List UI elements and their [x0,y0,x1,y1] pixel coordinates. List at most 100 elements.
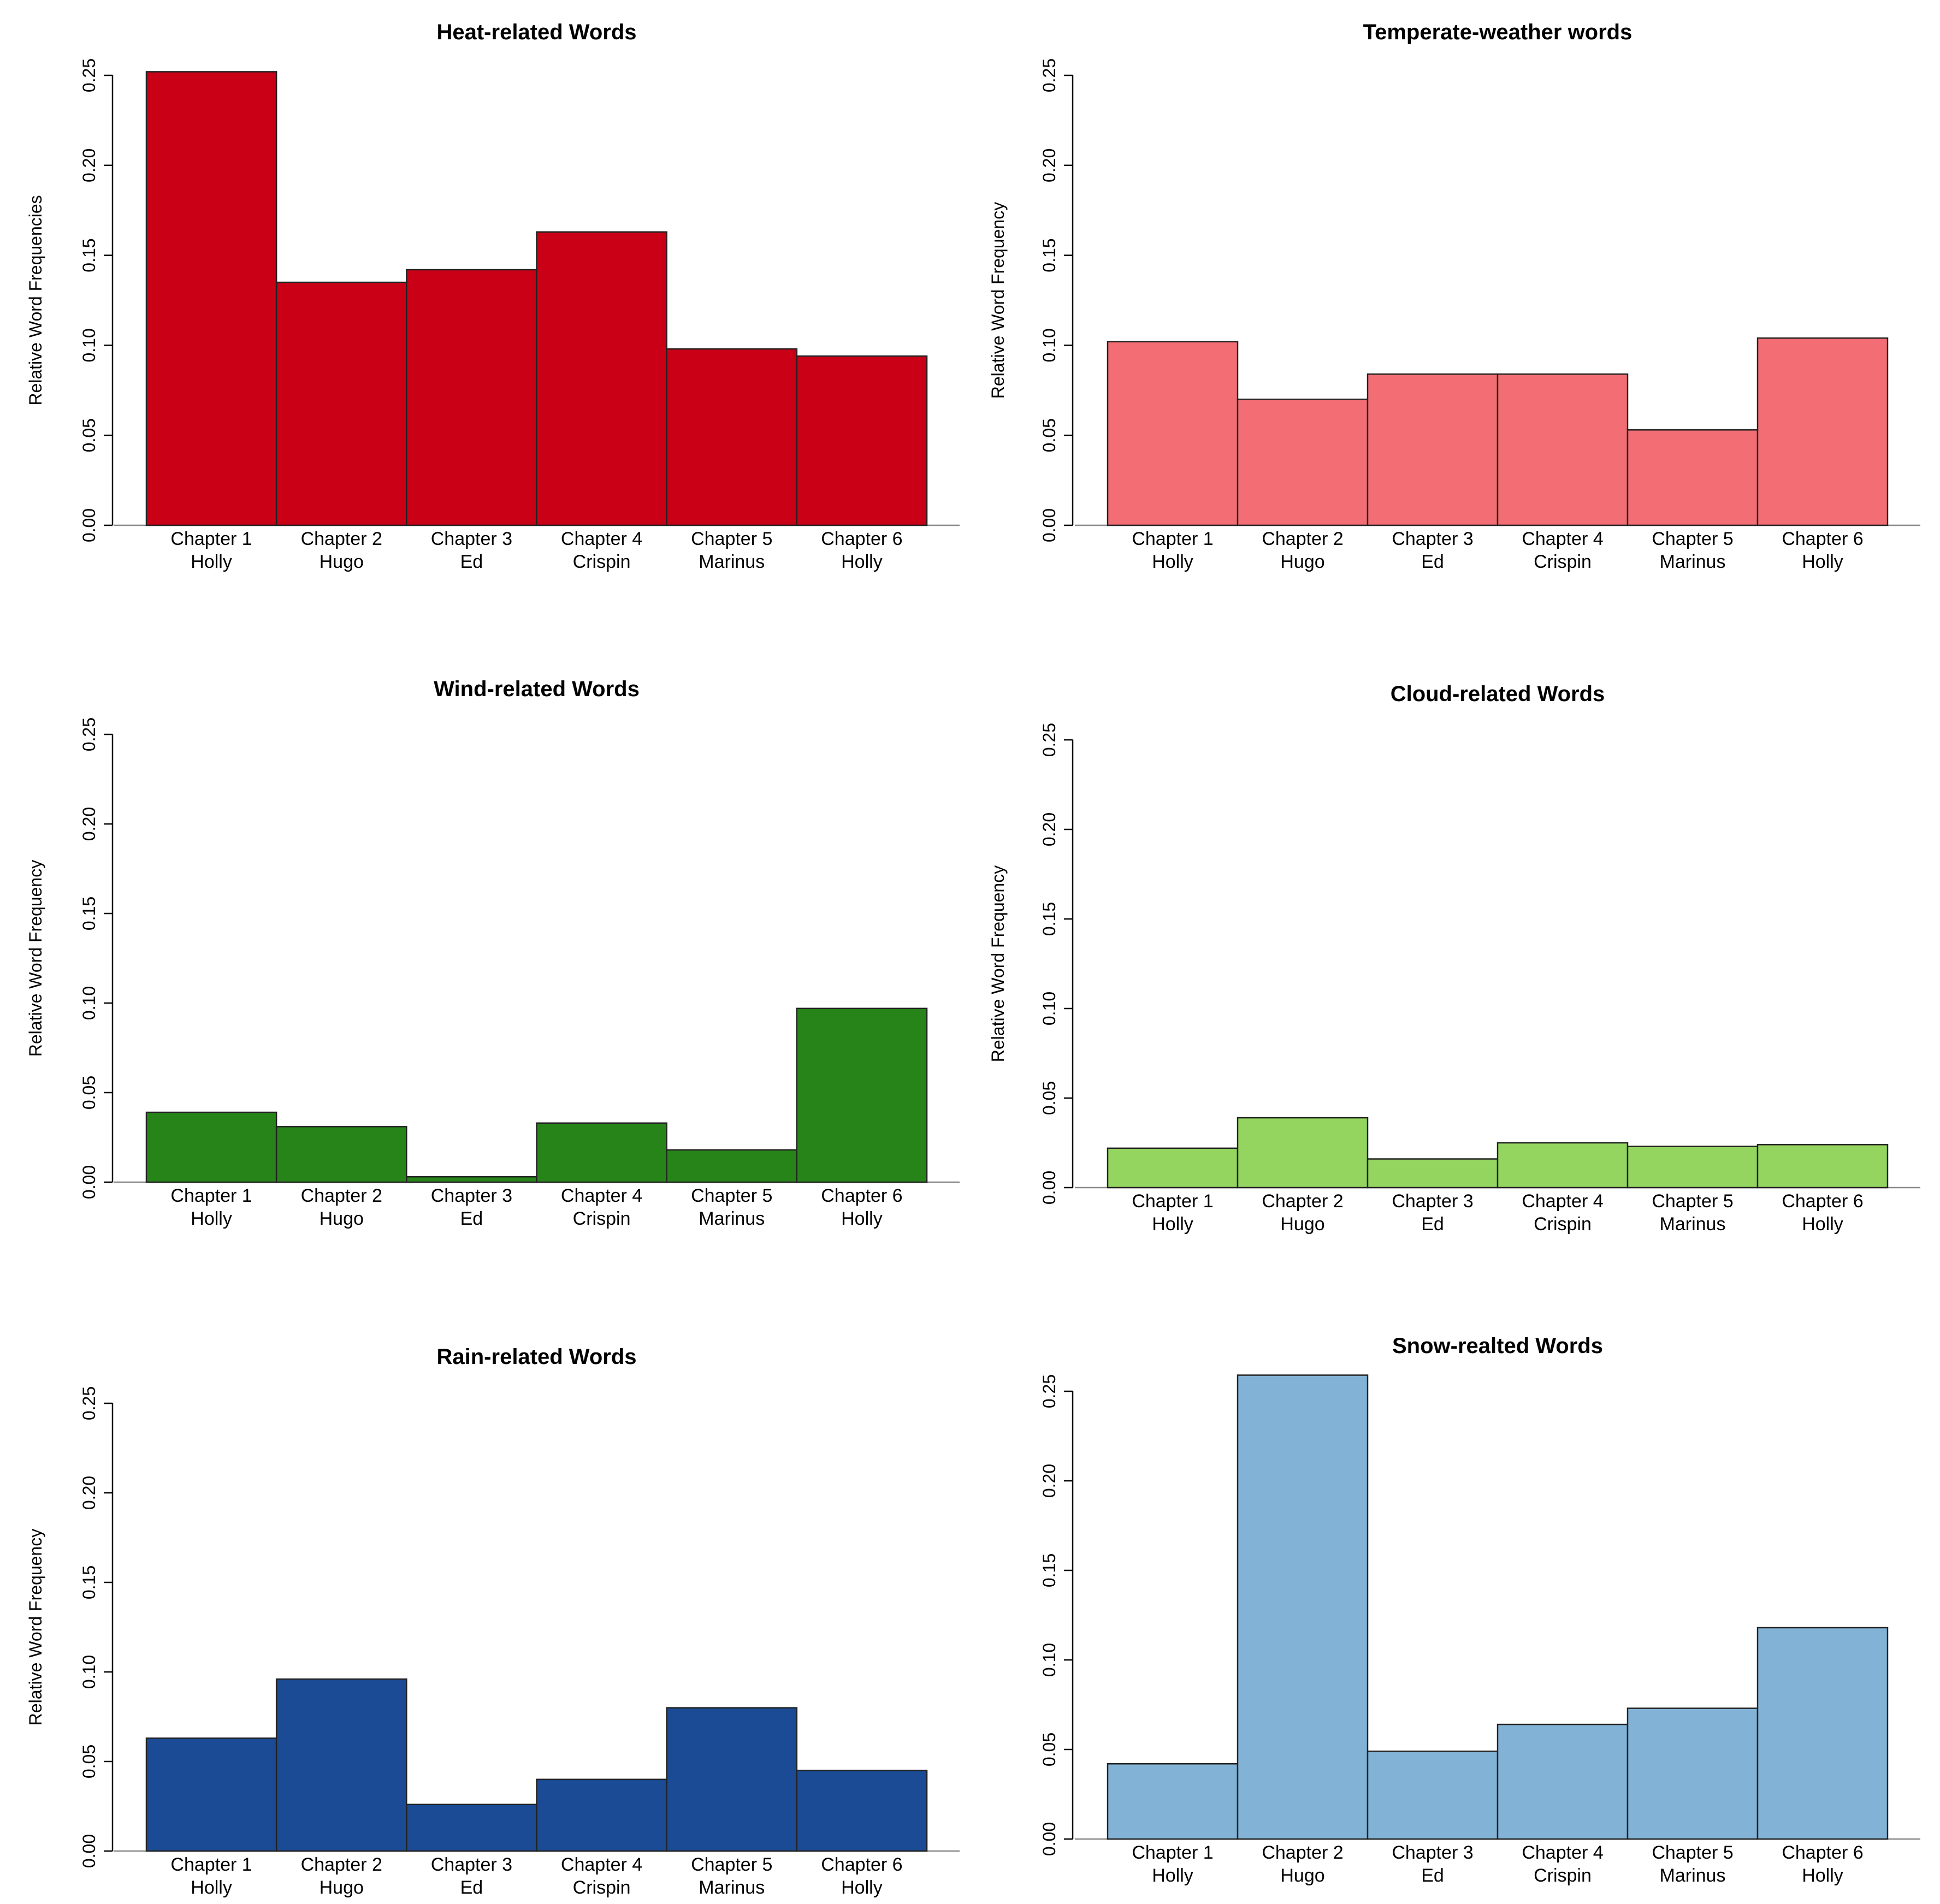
chart-title: Wind-related Words [434,677,640,701]
bar-3 [406,269,537,526]
y-tick-label: 0.25 [1039,1374,1059,1408]
bar-5 [1626,1146,1759,1189]
x-tick-label: Chapter 4 [1522,1191,1603,1212]
y-axis-label: Relative Word Frequency [988,865,1008,1062]
bar-1 [145,71,277,526]
chart-panel-1: Heat-related Words 0.00 0.05 0.10 0.15 0.20 0.… [26,20,960,572]
x-tick-label: Chapter 5 [691,1854,772,1875]
bar-2 [1237,399,1369,526]
x-tick-label: Chapter 5 [1652,1191,1733,1212]
x-tick-label: Holly [1802,1865,1843,1886]
x-tick-label: Chapter 4 [1522,1842,1603,1863]
y-tick-label: 0.05 [1039,1081,1059,1115]
y-tick-label: 0.10 [79,1655,99,1689]
y-tick-label: 0.10 [79,986,99,1020]
y-tick-label: 0.05 [79,1076,99,1110]
x-tick-label: Chapter 4 [561,529,642,549]
y-tick-label: 0.25 [79,717,99,751]
y-tick-label: 0.05 [1039,418,1059,452]
y-tick-label: 0.05 [79,418,99,452]
x-tick-label: Holly [841,1208,883,1229]
x-tick-label: Holly [841,551,883,572]
x-tick-label: Chapter 5 [1652,529,1733,549]
y-tick-label: 0.15 [1039,902,1059,936]
bar-6 [796,1770,928,1852]
bar-2 [275,1678,407,1852]
x-tick-label: Holly [1152,551,1193,572]
bar-1 [145,1737,277,1852]
bar-1 [1107,1763,1239,1840]
bar-5 [1626,1707,1759,1840]
y-tick-label: 0.15 [1039,1553,1059,1587]
x-tick-label: Hugo [320,551,364,572]
x-tick-label: Chapter 3 [431,1854,512,1875]
chart-title: Rain-related Words [437,1345,637,1369]
chart-panel-6: Snow-realted Words 0.00 0.05 0.10 0.15 0.20 0.… [1039,1334,1920,1886]
y-tick-label: 0.15 [79,897,99,930]
bar-6 [796,355,928,526]
bar-2 [1237,1117,1369,1189]
y-axis-label: Relative Word Frequency [988,202,1008,399]
bar-6 [1756,337,1889,526]
x-tick-label: Marinus [1660,1865,1726,1886]
x-tick-label: Holly [191,1208,232,1229]
chart-panel-2: Temperate-weather words 0.00 0.05 0.10 0.15 0… [988,20,1920,572]
bar-5 [666,1149,798,1183]
bar-3 [1367,1751,1499,1840]
y-tick-label: 0.10 [1039,1643,1059,1677]
x-tick-label: Ed [460,1877,483,1898]
x-tick-label: Chapter 6 [821,529,902,549]
x-tick-label: Chapter 3 [1392,1842,1473,1863]
x-tick-label: Chapter 4 [1522,529,1603,549]
x-tick-label: Crispin [573,1877,631,1898]
x-tick-label: Chapter 2 [1262,529,1343,549]
bar-1 [1107,1147,1239,1189]
x-tick-label: Chapter 1 [170,529,252,549]
x-tick-label: Chapter 6 [821,1854,902,1875]
x-tick-label: Hugo [1280,1214,1324,1235]
x-tick-label: Holly [1802,1214,1843,1235]
bar-3 [406,1804,537,1852]
y-tick-label: 0.20 [1039,1464,1059,1498]
chart-title: Heat-related Words [436,20,636,44]
x-tick-label: Chapter 5 [691,529,772,549]
bar-1 [145,1111,277,1183]
x-tick-label: Holly [1152,1865,1193,1886]
x-tick-label: Marinus [699,551,765,572]
x-tick-label: Chapter 2 [301,1185,382,1206]
x-tick-label: Marinus [699,1877,765,1898]
bar-6 [796,1007,928,1183]
x-tick-label: Chapter 3 [431,529,512,549]
y-tick-label: 0.25 [1039,723,1059,757]
bar-4 [536,231,667,526]
x-tick-label: Ed [1421,1214,1444,1235]
bar-2 [275,1126,407,1183]
bar-6 [1756,1144,1889,1189]
x-tick-label: Chapter 3 [431,1185,512,1206]
x-tick-label: Hugo [1280,551,1324,572]
x-tick-label: Chapter 4 [561,1854,642,1875]
y-tick-label: 0.20 [1039,812,1059,846]
chart-panel-3: Wind-related Words 0.00 0.05 0.10 0.15 0.20 0.… [26,677,960,1229]
x-tick-label: Chapter 3 [1392,1191,1473,1212]
bar-5 [666,348,798,526]
x-tick-label: Marinus [1660,1214,1726,1235]
bar-5 [1626,429,1759,526]
x-tick-label: Chapter 3 [1392,529,1473,549]
x-tick-label: Chapter 1 [1132,1191,1213,1212]
x-tick-label: Chapter 1 [1132,529,1213,549]
x-tick-label: Chapter 1 [1132,1842,1213,1863]
x-tick-label: Ed [460,1208,483,1229]
x-tick-label: Crispin [1534,551,1592,572]
y-tick-label: 0.20 [1039,149,1059,182]
x-tick-label: Chapter 6 [1782,529,1863,549]
y-axis-label: Relative Word Frequencies [26,195,45,405]
x-tick-label: Ed [1421,1865,1444,1886]
chart-title: Temperate-weather words [1363,20,1633,44]
bar-4 [536,1778,667,1852]
x-tick-label: Hugo [1280,1865,1324,1886]
bar-3 [406,1176,537,1183]
x-tick-label: Chapter 2 [1262,1191,1343,1212]
y-tick-label: 0.00 [1039,508,1059,542]
y-tick-label: 0.25 [79,58,99,92]
